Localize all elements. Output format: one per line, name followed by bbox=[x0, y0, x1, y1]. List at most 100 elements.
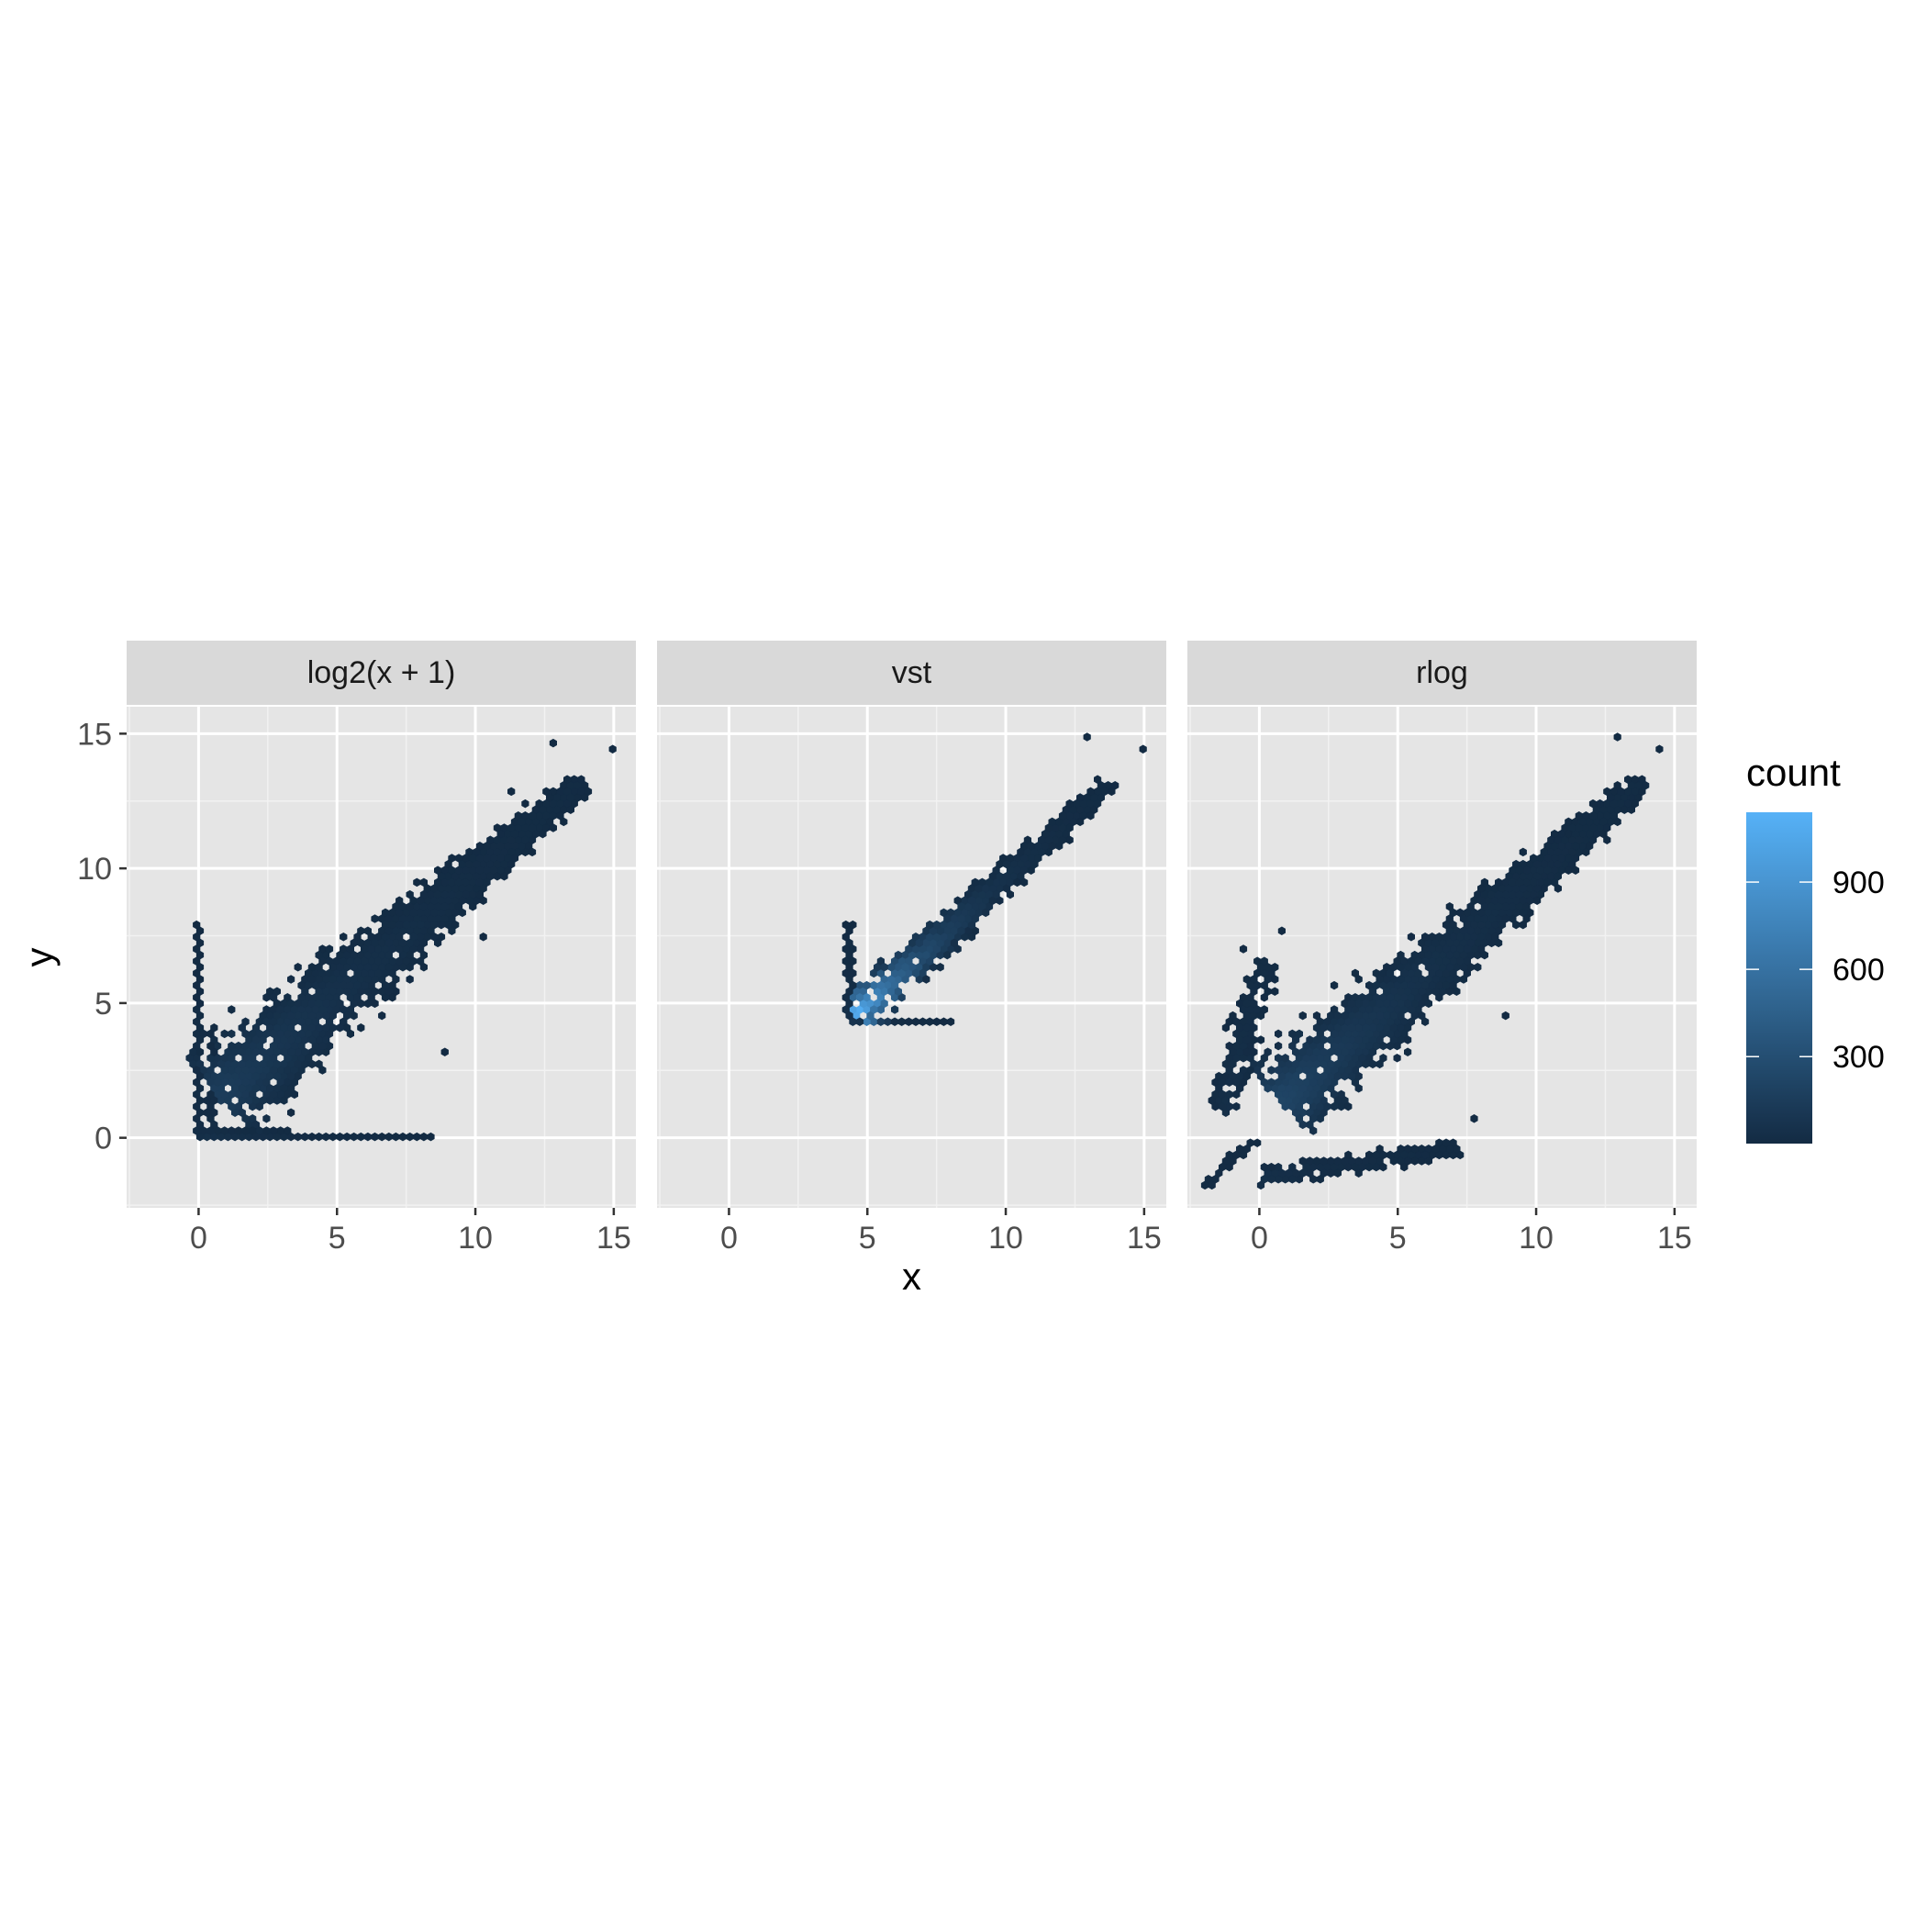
hexbin-cell bbox=[915, 938, 923, 948]
hexbin-cell bbox=[608, 744, 617, 754]
hexbin-cell bbox=[413, 877, 421, 888]
x-tick-label: 15 bbox=[1657, 1221, 1692, 1256]
hexbin-cell bbox=[378, 1132, 386, 1142]
hexbin-cell bbox=[1094, 775, 1102, 784]
hexbin-cell bbox=[1316, 1089, 1324, 1100]
hexbin-cell bbox=[1271, 963, 1279, 972]
hexbin-cell bbox=[1480, 926, 1488, 935]
hexbin-cell bbox=[357, 926, 365, 935]
hexbin-cell bbox=[1073, 798, 1081, 809]
x-axis-title: x bbox=[902, 1255, 921, 1298]
hexbin-cell bbox=[1341, 1047, 1349, 1056]
hexbin-cell bbox=[1512, 896, 1520, 905]
hexbin-cell bbox=[1344, 1150, 1353, 1160]
hexbin-cell bbox=[284, 1126, 292, 1135]
hexbin-cell bbox=[1275, 1029, 1283, 1039]
hexbin-cell bbox=[214, 1078, 222, 1087]
hexbin-cell bbox=[1501, 914, 1509, 923]
hexbin-cell bbox=[493, 823, 501, 832]
hexbin-cell bbox=[1250, 1047, 1258, 1056]
hexbin-cell bbox=[1613, 817, 1621, 827]
hexbin-cell bbox=[546, 817, 554, 827]
hexbin-cell bbox=[329, 963, 337, 972]
hexbin-cell bbox=[894, 950, 902, 960]
hexbin-cell bbox=[462, 854, 470, 863]
hexbin-cell bbox=[1410, 1156, 1419, 1166]
x-tick-label: 15 bbox=[1127, 1221, 1162, 1256]
hexbin-cell bbox=[280, 1096, 288, 1105]
hexbin-cell bbox=[1271, 987, 1279, 996]
hexbin-cell bbox=[493, 872, 501, 881]
hexbin-cell bbox=[1379, 1041, 1387, 1051]
hexbin-cell bbox=[301, 987, 309, 996]
hexbin-cell bbox=[350, 963, 358, 972]
hexbin-cell bbox=[1588, 811, 1598, 821]
hexbin-cell bbox=[1250, 1023, 1258, 1033]
hexbin-cell bbox=[1316, 1114, 1324, 1123]
hexbin-cell bbox=[1309, 1126, 1318, 1135]
hexbin-cell bbox=[1379, 1029, 1387, 1039]
hexbin-cell bbox=[1229, 1047, 1237, 1056]
hexbin-cell bbox=[245, 1059, 253, 1069]
hexbin-cell bbox=[1344, 1101, 1353, 1111]
hexbin-cell bbox=[1397, 975, 1405, 984]
hexbin-cell bbox=[581, 793, 589, 802]
hexbin-cell bbox=[887, 963, 896, 972]
hexbin-cell bbox=[1474, 963, 1482, 972]
hexbin-cell bbox=[1404, 999, 1412, 1009]
hexbin-cell bbox=[1288, 1175, 1297, 1184]
hexbin-cell bbox=[1309, 1089, 1318, 1100]
hexbin-cell bbox=[1456, 932, 1465, 942]
hexbin-cell bbox=[269, 1054, 278, 1063]
hexbin-cell bbox=[1547, 872, 1555, 881]
hexbin-cell bbox=[284, 993, 292, 1002]
hexbin-cell bbox=[307, 975, 317, 984]
hexbin-cell bbox=[398, 1132, 407, 1142]
hexbin-cell bbox=[1526, 896, 1534, 905]
hexbin-cell bbox=[1267, 1066, 1275, 1075]
hexbin-cell bbox=[1575, 823, 1583, 832]
hexbin-cell bbox=[1341, 1071, 1349, 1081]
hexbin-cell bbox=[1491, 884, 1499, 893]
hexbin-cell bbox=[1509, 877, 1517, 888]
hexbin-cell bbox=[1393, 993, 1401, 1002]
hexbin-cell bbox=[1354, 999, 1363, 1009]
hexbin-cell bbox=[891, 1017, 899, 1026]
hexbin-cell bbox=[1421, 1017, 1430, 1026]
hexbin-cell bbox=[1215, 1071, 1223, 1081]
hexbin-cell bbox=[870, 980, 878, 990]
hexbin-cell bbox=[1285, 1071, 1293, 1081]
hexbin-cell bbox=[262, 1005, 271, 1014]
hexbin-cell bbox=[287, 1047, 295, 1056]
hexbin-cell bbox=[1288, 1029, 1297, 1039]
hexbin-cell bbox=[469, 854, 477, 863]
hexbin-cell bbox=[1536, 865, 1544, 875]
hexbin-cell bbox=[280, 1023, 288, 1033]
hexbin-cell bbox=[1327, 1059, 1335, 1069]
hexbin-cell bbox=[863, 993, 871, 1002]
hexbin-cell bbox=[294, 1059, 302, 1069]
hexbin-cell bbox=[1435, 993, 1443, 1002]
hexbin-cell bbox=[1428, 980, 1436, 990]
hexbin-cell bbox=[957, 914, 965, 923]
hexbin-cell bbox=[1477, 896, 1486, 905]
hexbin-cell bbox=[1309, 1114, 1318, 1123]
facet-strip-label: log2(x + 1) bbox=[307, 655, 456, 690]
facet-strip-label: vst bbox=[892, 655, 932, 690]
x-tick-label: 5 bbox=[329, 1221, 346, 1256]
hexbin-cell bbox=[413, 1132, 421, 1142]
hexbin-cell bbox=[1298, 1156, 1307, 1166]
hexbin-cell bbox=[1065, 798, 1074, 809]
hexbin-cell bbox=[1100, 787, 1108, 797]
hexbin-cell bbox=[528, 811, 537, 821]
hexbin-cell bbox=[947, 1017, 955, 1026]
hexbin-cell bbox=[1449, 1138, 1457, 1147]
hexbin-cell bbox=[1323, 1078, 1331, 1087]
hexbin-cell bbox=[1260, 1162, 1268, 1172]
hexbin-cell bbox=[1376, 1145, 1384, 1154]
hexbin-cell bbox=[318, 1041, 327, 1051]
hexbin-cell bbox=[1354, 1035, 1363, 1044]
hexbin-cell bbox=[1013, 877, 1021, 888]
hexbin-cell bbox=[1348, 1023, 1356, 1033]
hexbin-cell bbox=[294, 1132, 302, 1142]
